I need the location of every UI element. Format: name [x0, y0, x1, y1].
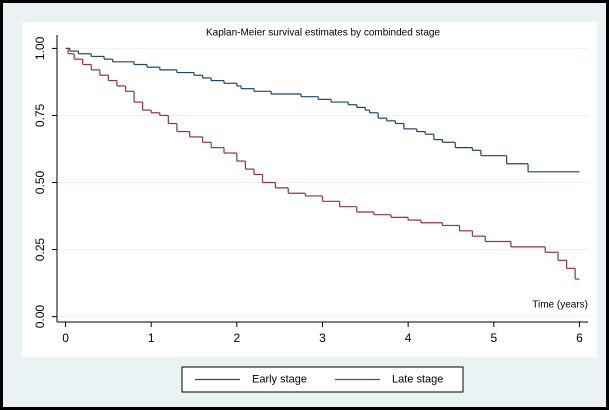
y-tick-label: 0.75	[33, 103, 47, 127]
y-tick-label: 0.00	[33, 305, 47, 329]
plot-region	[22, 22, 597, 357]
x-tick-label: 3	[319, 331, 326, 345]
x-tick-label: 4	[405, 331, 412, 345]
x-tick-label: 6	[576, 331, 583, 345]
chart-title: Kaplan-Meier survival estimates by combi…	[206, 28, 440, 39]
x-tick-label: 1	[148, 331, 155, 345]
legend-label: Early stage	[252, 373, 307, 385]
x-tick-label: 5	[490, 331, 497, 345]
x-tick-label: 2	[234, 331, 241, 345]
x-tick-label: 0	[62, 331, 69, 345]
y-tick-label: 1.00	[33, 36, 47, 60]
legend-label: Late stage	[392, 373, 443, 385]
annotation: Time (years)	[532, 300, 588, 311]
y-tick-label: 0.25	[33, 238, 47, 262]
y-tick-label: 0.50	[33, 171, 47, 195]
